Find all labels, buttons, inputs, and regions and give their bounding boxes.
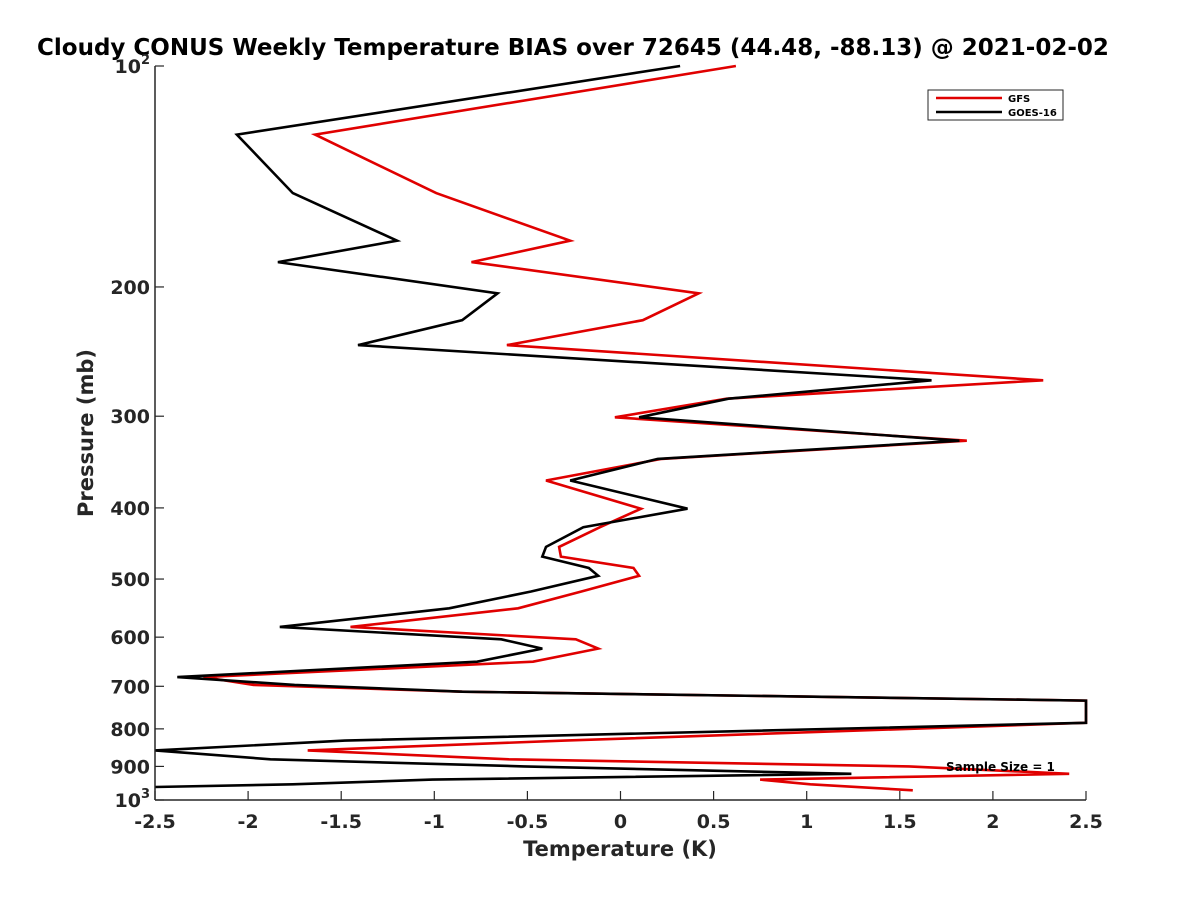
- x-tick-label: 1.5: [883, 811, 917, 833]
- legend: GFS GOES-16: [927, 89, 1064, 121]
- legend-label: GFS: [1008, 94, 1030, 105]
- y-tick-label: 200: [110, 277, 150, 299]
- x-tick-label: -2: [238, 811, 259, 833]
- x-tick-label: 2: [986, 811, 999, 833]
- y-tick-label: 300: [110, 406, 150, 428]
- x-tick-label: -1: [424, 811, 445, 833]
- x-axis-label: Temperature (K): [523, 837, 717, 861]
- legend-label: GOES-16: [1008, 108, 1057, 119]
- x-tick-label: -1.5: [320, 811, 362, 833]
- plot-lines: [154, 64, 1088, 792]
- y-tick-label: 600: [110, 627, 150, 649]
- x-tick-label: 2.5: [1069, 811, 1103, 833]
- x-tick-label: 1: [800, 811, 813, 833]
- series-line-gfs: [203, 64, 1088, 792]
- y-ticks: 102 200 300 400 500 600 700 800 900 103: [110, 53, 164, 812]
- x-tick-label: -0.5: [507, 811, 549, 833]
- x-tick-label: -2.5: [134, 811, 176, 833]
- y-tick-label: 900: [110, 756, 150, 778]
- chart-title: Cloudy CONUS Weekly Temperature BIAS ove…: [37, 35, 1109, 61]
- y-tick-label: 400: [110, 498, 150, 520]
- sample-size-annotation: Sample Size = 1: [946, 760, 1055, 774]
- y-tick-label: 800: [110, 719, 150, 741]
- y-tick-label: 700: [110, 676, 150, 698]
- y-axis-label: Pressure (mb): [74, 349, 98, 517]
- series-line-goes-16: [154, 64, 1088, 789]
- x-tick-label: 0.5: [697, 811, 731, 833]
- legend-box: [927, 89, 1064, 121]
- x-ticks: -2.5 -2 -1.5 -1 -0.5 0 0.5 1 1.5 2 2.5: [134, 791, 1103, 833]
- x-tick-label: 0: [614, 811, 627, 833]
- y-tick-label: 102: [115, 53, 151, 78]
- y-tick-label: 500: [110, 569, 150, 591]
- y-tick-label: 103: [115, 787, 151, 812]
